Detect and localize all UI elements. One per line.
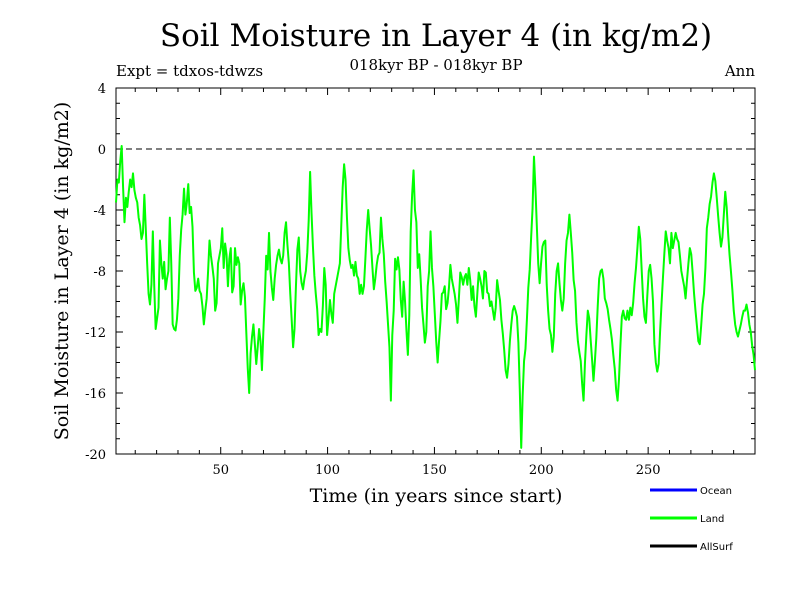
plot-area: 4 0 -4 -8 -12 -16 -20 50 100 150 200 250 (85, 82, 756, 478)
y-tick-label: -20 (85, 448, 106, 463)
x-tick-label: 100 (315, 463, 340, 478)
x-tick-label: 200 (529, 463, 554, 478)
experiment-label: Expt = tdxos-tdwzs (116, 62, 263, 80)
x-tick-label: 50 (212, 463, 229, 478)
x-axis-label: Time (in years since start) (310, 485, 563, 507)
y-tick-label: -16 (85, 387, 106, 402)
x-tick-label: 250 (636, 463, 661, 478)
chart-subtitle: 018kyr BP - 018kyr BP (349, 56, 522, 74)
chart-title: Soil Moisture in Layer 4 (in kg/m2) (160, 18, 712, 54)
legend-label-allsurf: AllSurf (700, 542, 733, 553)
legend-label-ocean: Ocean (700, 486, 732, 497)
plot-frame (115, 87, 756, 455)
y-tick-label: -12 (85, 326, 106, 341)
y-tick-label: -8 (93, 265, 106, 280)
x-tick-label: 150 (422, 463, 447, 478)
series-line-land (115, 144, 756, 449)
legend-label-land: Land (700, 514, 724, 525)
y-tick-label: 4 (98, 82, 106, 97)
y-tick-label: -4 (93, 204, 106, 219)
period-label: Ann (724, 62, 755, 80)
y-tick-label: 0 (98, 143, 106, 158)
y-axis-label: Soil Moisture in Layer 4 (in kg/m2) (51, 102, 73, 441)
legend: Ocean Land AllSurf (650, 486, 733, 553)
